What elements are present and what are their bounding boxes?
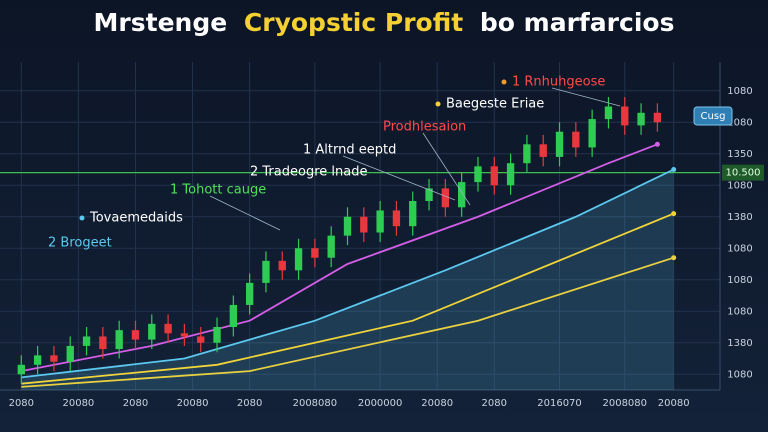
candle-body: [17, 364, 25, 375]
y-tick-label: 1080: [727, 180, 752, 191]
candle-body: [180, 333, 189, 337]
x-tick-label: 2008080: [602, 398, 647, 409]
x-tick-label: 2080: [123, 398, 148, 409]
candle-body: [539, 144, 547, 157]
annotation: 1 Tohott cauge: [170, 183, 266, 198]
candle-body: [572, 131, 580, 148]
x-tick-label: 20080: [658, 398, 690, 409]
series-line: [21, 212, 675, 385]
candle-body: [82, 336, 91, 346]
x-tick-label: 20080: [62, 398, 94, 409]
series-end-dot: [654, 141, 660, 147]
candle-body: [604, 106, 613, 120]
candle-body: [99, 336, 107, 350]
candle-body: [343, 216, 352, 236]
plot: 1080 1080 1350 1080 1380 1080 1080 1080 1380 1080…: [0, 62, 764, 409]
title-part: bo marfarcios: [480, 8, 675, 37]
series-end-dot: [671, 167, 677, 172]
annotation: Baegeste Eriae: [446, 97, 544, 112]
candle-body: [327, 235, 335, 258]
candle-body: [637, 112, 645, 126]
candle-body: [490, 166, 498, 186]
series-area: [21, 169, 674, 390]
y-tick-label: 1080: [727, 275, 752, 286]
annotation-dot: [435, 101, 441, 107]
y-tick-label: 1350: [727, 149, 752, 160]
candle-body: [653, 112, 662, 123]
annotation-dot: [501, 79, 507, 85]
candle-body: [441, 188, 450, 208]
annotation-pointer: [209, 195, 281, 231]
candle-body: [148, 323, 156, 340]
annotation: Prodhlesaion: [383, 120, 466, 135]
series-line: [21, 168, 675, 379]
candle-body: [425, 188, 433, 201]
candle-body: [262, 260, 270, 283]
title-part: Cryopstic Profit: [244, 8, 463, 37]
x-tick-label: 2080: [9, 398, 34, 409]
x-tick-label: 20080: [177, 398, 209, 409]
candle-body: [164, 323, 172, 334]
title-part: Mrstenge: [94, 8, 228, 37]
price-tag-bg: [693, 106, 733, 126]
candle-body: [360, 216, 368, 233]
x-tick-label: 2008080: [293, 398, 338, 409]
x-tick-label: 2000000: [358, 398, 403, 409]
candle-body: [588, 119, 596, 148]
y-tick-label: 1080: [727, 306, 752, 317]
price-tag-label: Cusg: [701, 111, 726, 122]
reference-label: 10.500: [726, 168, 761, 179]
y-tick-label: 1080: [727, 117, 752, 128]
annotation-pointer: [551, 87, 621, 107]
x-tick-label: 2016070: [537, 398, 582, 409]
series-line: [21, 256, 674, 388]
candle-body: [115, 330, 123, 350]
candle-body: [376, 210, 384, 233]
candle-body: [457, 182, 466, 208]
y-tick-label: 1080: [727, 243, 752, 254]
y-tick-label: 1080: [727, 369, 752, 380]
series-end-dot: [671, 255, 677, 261]
candle-body: [229, 304, 238, 327]
candle-body: [33, 355, 42, 365]
candle-body: [392, 210, 401, 227]
chart-title: Mrstenge Cryopstic Profit bo marfarcios: [94, 8, 675, 37]
annotation: 2 Tradeogre lnade: [250, 165, 367, 180]
candle-body: [311, 248, 319, 258]
y-tick-label: 1380: [727, 338, 752, 349]
y-tick-label: 1380: [727, 212, 752, 223]
candle-body: [555, 131, 564, 157]
annotation: 1 Altrnd eeptd: [303, 143, 396, 158]
candle-body: [474, 166, 482, 183]
annotation: 1 Rnhuhgeose: [512, 75, 605, 90]
candle-body: [294, 248, 303, 271]
candle-body: [621, 106, 629, 126]
candle-body: [278, 260, 286, 271]
candle-body: [197, 336, 205, 343]
candle-body: [523, 144, 531, 164]
annotation-pointer: [422, 132, 471, 206]
candle-body: [245, 282, 254, 305]
y-tick-label: 1080: [727, 86, 752, 97]
annotation-pointer: [342, 155, 456, 201]
x-tick-label: 2080: [482, 398, 507, 409]
series-end-dot: [671, 211, 677, 217]
candle-body: [409, 201, 417, 227]
reference-label-bg: [722, 164, 764, 181]
annotation: Tovaemedaids: [89, 211, 183, 226]
candle-body: [213, 327, 221, 343]
candle-body: [66, 345, 74, 362]
candle-body: [50, 355, 58, 362]
candle-body: [506, 163, 515, 186]
x-tick-label: 20080: [421, 398, 453, 409]
annotation: 2 Brogeet: [48, 236, 112, 251]
candle-body: [131, 330, 140, 340]
x-tick-label: 2080: [237, 398, 262, 409]
annotation-dot: [79, 215, 85, 221]
